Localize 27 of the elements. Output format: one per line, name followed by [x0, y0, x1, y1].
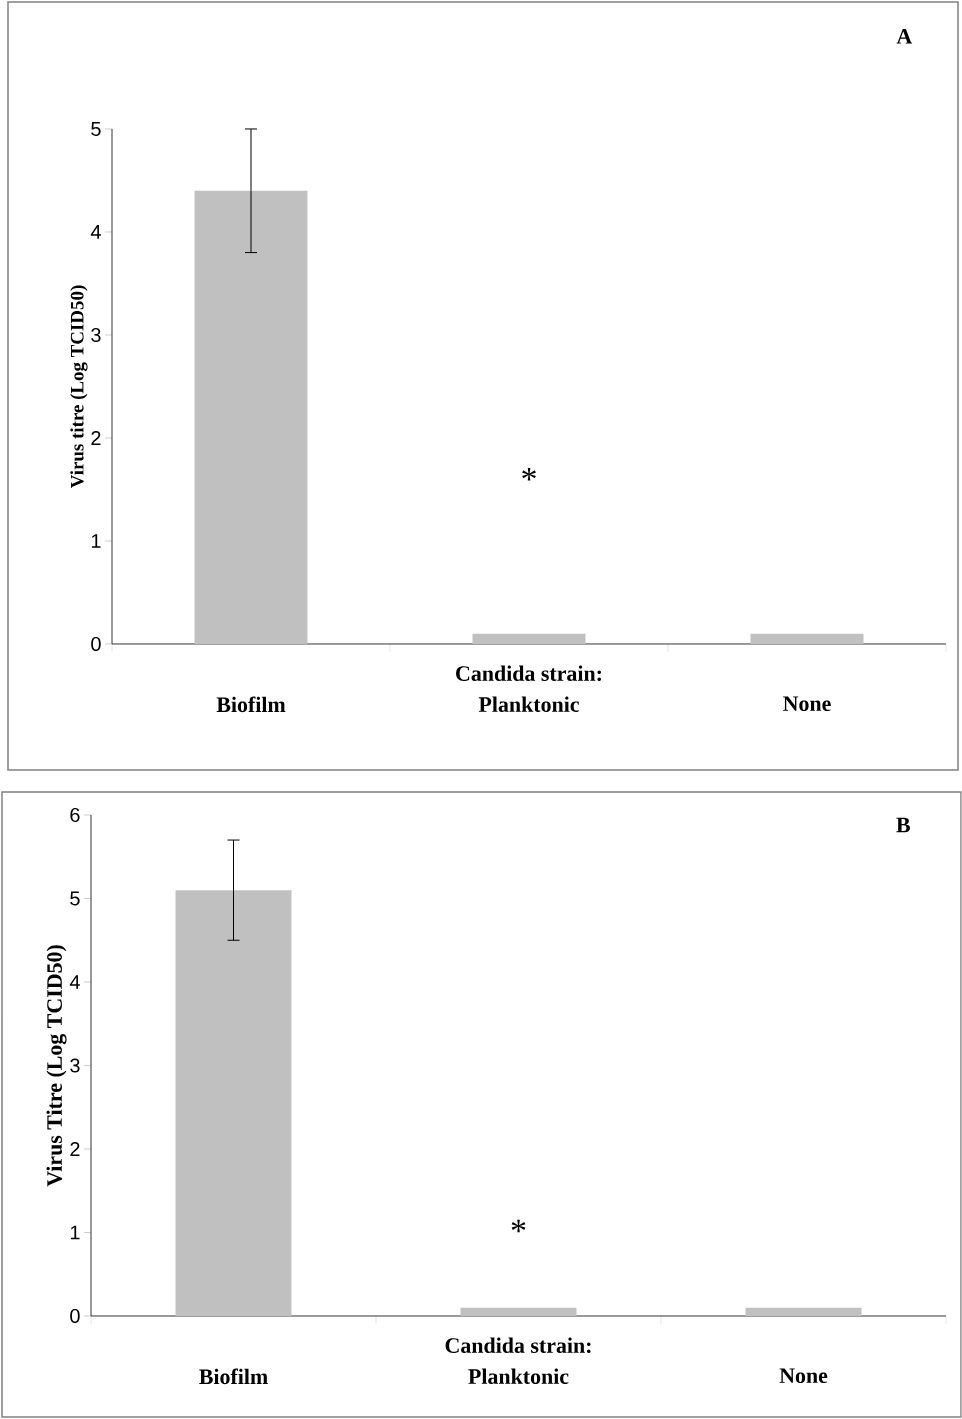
- x-tick-label: Biofilm: [199, 1368, 268, 1385]
- y-tick-label: 3: [91, 327, 101, 343]
- y-tick-label: 5: [70, 891, 80, 906]
- y-tick-label: 1: [92, 534, 101, 548]
- y-axis-title: Virus Titre (Log TCID50): [46, 945, 67, 1187]
- y-tick-label: 6: [70, 807, 80, 823]
- x-axis-title: Candida strain:: [456, 665, 602, 682]
- annotation: B: [896, 817, 911, 833]
- y-axis-title: Virus titre (Log TCID50): [70, 285, 88, 488]
- y-tick-label: 1: [71, 1225, 80, 1240]
- x-tick-label: None: [783, 696, 831, 712]
- y-tick-label: 3: [70, 1058, 80, 1073]
- y-tick-label: 0: [70, 1308, 80, 1324]
- x-tick-label: None: [779, 1368, 828, 1384]
- y-tick-label: 2: [70, 1142, 80, 1156]
- y-tick-label: 4: [90, 225, 102, 239]
- annotation: *: [522, 468, 536, 481]
- text: A: [896, 29, 913, 44]
- x-axis-title: Candida strain:: [445, 1337, 591, 1354]
- x-tick-label: Planktonic: [478, 696, 580, 712]
- x-tick-label: Biofilm: [216, 696, 286, 713]
- y-tick-label: 2: [91, 431, 101, 445]
- y-tick-label: 0: [91, 636, 101, 652]
- x-tick-label: Planktonic: [468, 1368, 569, 1384]
- y-tick-label: 4: [69, 975, 81, 989]
- y-tick-label: 5: [91, 122, 101, 136]
- annotation: *: [511, 1219, 526, 1233]
